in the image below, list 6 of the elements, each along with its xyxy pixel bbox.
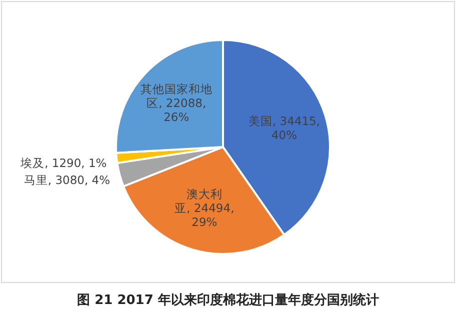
slice-label: 其他国家和地区, 22088, 26%	[139, 82, 214, 124]
slice-label: 埃及, 1290, 1%	[20, 156, 107, 170]
text: 图 21 2017 年以来印度棉花进口量年度分国别统计	[76, 292, 380, 309]
slice-label: 澳大利亚, 24494, 29%	[174, 187, 236, 230]
slice-label: 美国, 34415, 40%	[247, 114, 322, 142]
slice-label: 马里, 3080, 4%	[24, 173, 110, 188]
